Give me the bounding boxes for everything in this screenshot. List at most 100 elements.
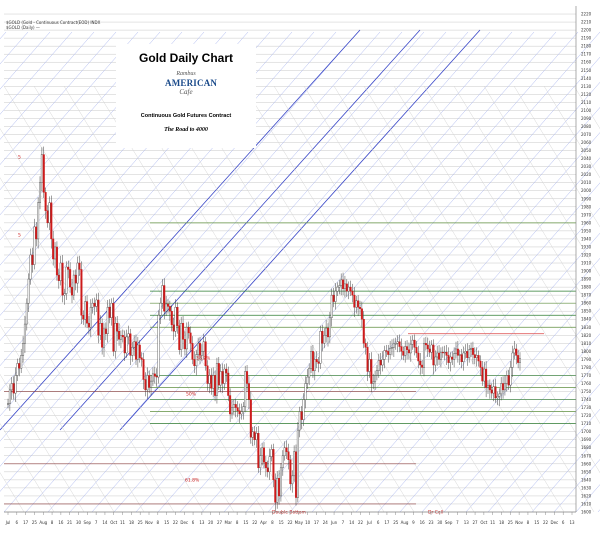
x-tick-label: May — [295, 520, 304, 525]
x-tick-label: Apr — [260, 520, 267, 525]
x-tick-label: 16 — [58, 520, 64, 525]
x-tick-label: 8 — [157, 520, 160, 525]
candle-body — [479, 360, 482, 368]
candle-body — [127, 333, 130, 338]
uptrend-channel-line — [223, 81, 600, 513]
uptrend-channel-line — [0, 31, 359, 442]
downtrend-channel-line — [273, 85, 535, 513]
uptrend-channel-line — [487, 383, 600, 513]
annotation-label: 61.8% — [185, 477, 200, 483]
x-tick-label: Dec — [180, 520, 188, 525]
candle-body — [471, 347, 474, 355]
candle-body — [72, 274, 75, 296]
y-tick-label: 1940 — [581, 236, 592, 241]
candle-body — [74, 274, 77, 284]
y-tick-label: 1970 — [581, 212, 592, 217]
uptrend-channel-line — [245, 107, 600, 513]
candle-body — [27, 278, 30, 304]
uptrend-channel-line — [355, 232, 600, 513]
x-tick-label: 22 — [173, 520, 179, 525]
candle-body — [142, 359, 145, 380]
candle-body — [319, 331, 322, 364]
x-tick-label: 25 — [508, 520, 514, 525]
candle-body — [232, 404, 235, 408]
symbol-line: $GOLD (Gold - Continuous Contract(EOD) I… — [6, 20, 101, 25]
x-tick-label: 21 — [67, 520, 73, 525]
uptrend-channel-line — [0, 31, 337, 417]
y-tick-label: 2160 — [581, 60, 592, 65]
candle-body — [389, 347, 392, 355]
candle-body — [502, 383, 505, 391]
candle-body — [278, 478, 281, 497]
y-tick-label: 2020 — [581, 172, 592, 177]
candle-body — [509, 367, 512, 386]
candle-body — [153, 373, 156, 377]
candle-body — [119, 335, 122, 340]
y-tick-label: 2040 — [581, 156, 592, 161]
x-tick-label: 17 — [23, 520, 29, 525]
candle-body — [423, 343, 426, 368]
x-tick-label: 7 — [342, 520, 345, 525]
candle-body — [487, 384, 490, 388]
y-tick-label: 1920 — [581, 252, 592, 257]
candle-body — [351, 290, 354, 296]
candle-body — [6, 403, 9, 405]
x-tick-label: 25 — [138, 520, 144, 525]
candle-body — [308, 368, 311, 378]
candle-body — [323, 335, 326, 344]
candle-body — [35, 226, 38, 240]
date-axis: Jul 6 17 25 Aug 8 16 21 30 Sep 7 14 Oct 11 18 25 Nov 8 15 2… — [4, 511, 576, 525]
candle-body — [10, 383, 13, 391]
uptrend-channel-line — [377, 257, 600, 513]
uptrend-channel-line — [157, 31, 579, 513]
candle-body — [29, 254, 32, 280]
annotation-label: 5 — [18, 233, 21, 239]
candle-body — [33, 226, 36, 265]
candle-body — [42, 154, 45, 193]
candle-body — [503, 383, 506, 391]
candle-body — [187, 327, 190, 334]
candle-body — [61, 262, 64, 296]
x-tick-label: 13 — [199, 520, 205, 525]
y-tick-label: 1930 — [581, 244, 592, 249]
y-tick-label: 2070 — [581, 132, 592, 137]
candle-body — [80, 269, 83, 316]
candle-body — [197, 343, 200, 355]
cafe-logo: Rambus AMERICAN Cafe — [165, 71, 217, 109]
candle-body — [148, 375, 151, 388]
candle-body — [118, 331, 121, 340]
candle-body — [259, 455, 262, 469]
x-tick-label: Jun — [330, 520, 338, 525]
candle-body — [391, 347, 394, 349]
candle-body — [396, 341, 399, 344]
candle-body — [295, 451, 298, 498]
candle-body — [432, 344, 435, 366]
x-tick-label: Sep — [84, 520, 92, 525]
candle-body — [279, 467, 282, 497]
y-tick-label: 1710 — [581, 421, 592, 426]
x-tick-label: 14 — [102, 520, 108, 525]
uptrend-channel-line — [465, 358, 600, 513]
candle-body — [436, 352, 439, 358]
x-tick-label: 8 — [236, 520, 239, 525]
uptrend-channel-line — [333, 207, 600, 513]
candle-body — [302, 399, 305, 420]
candle-body — [321, 331, 324, 344]
uptrend-channel-line — [267, 132, 600, 513]
candle-body — [168, 306, 171, 312]
y-tick-label: 2050 — [581, 148, 592, 153]
x-tick-label: 23 — [428, 520, 434, 525]
candle-body — [310, 351, 313, 369]
candle-body — [451, 356, 454, 360]
candle-body — [298, 411, 301, 431]
candle-body — [483, 368, 486, 382]
candle-body — [23, 323, 26, 344]
candle-body — [315, 359, 318, 363]
candle-body — [300, 411, 303, 420]
candle-body — [353, 294, 356, 308]
candle-body — [406, 346, 409, 350]
candle-body — [208, 375, 211, 384]
y-tick-label: 1910 — [581, 261, 592, 266]
logo-bottom-text: Cafe — [179, 88, 193, 96]
candle-body — [511, 352, 514, 368]
